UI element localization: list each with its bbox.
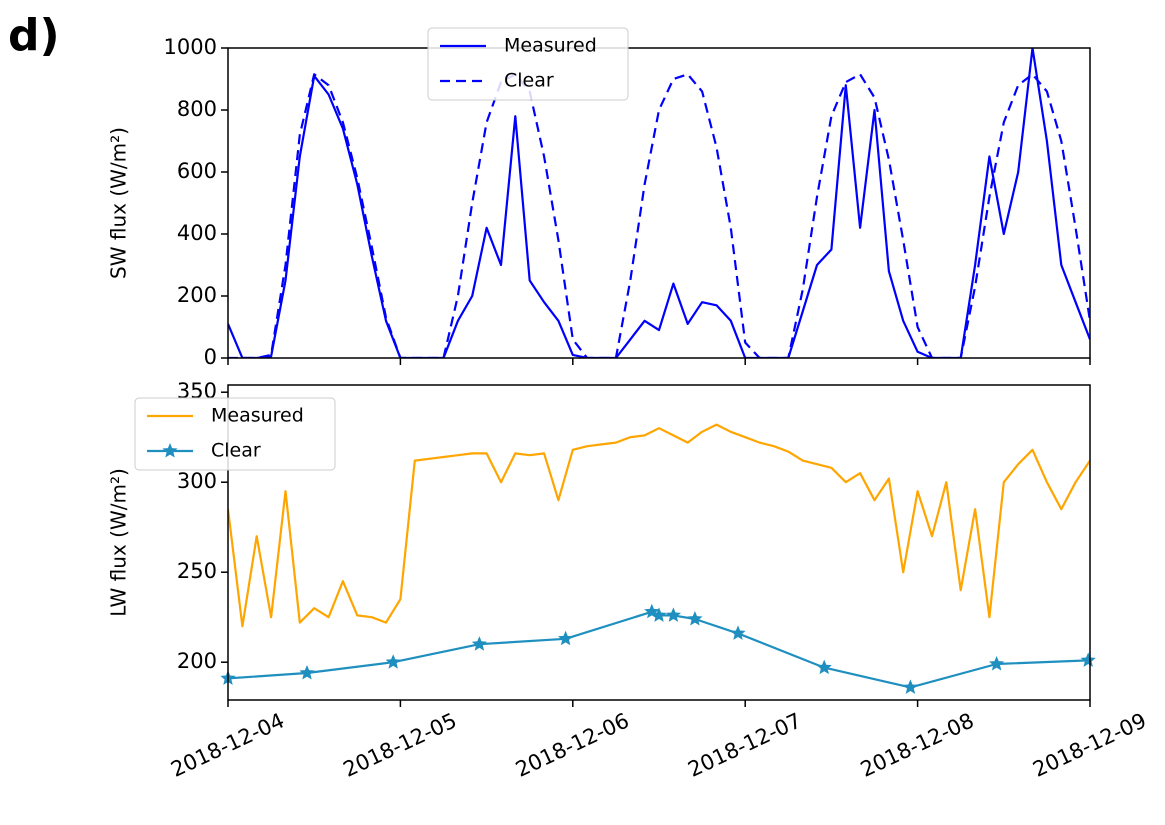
series-line bbox=[228, 48, 1090, 358]
panel-label: d) bbox=[8, 10, 60, 61]
legend-label: Measured bbox=[504, 35, 597, 57]
marker bbox=[730, 625, 746, 640]
marker bbox=[1080, 652, 1096, 667]
y-tick-label: 200 bbox=[177, 283, 217, 307]
y-tick-label: 1000 bbox=[164, 35, 217, 59]
marker bbox=[687, 611, 703, 626]
y-tick-label: 0 bbox=[204, 345, 217, 369]
marker bbox=[471, 636, 487, 651]
axes-frame bbox=[227, 384, 1091, 701]
y-axis-label: SW flux (W/m²) bbox=[107, 127, 131, 279]
marker bbox=[651, 607, 667, 622]
legend-label: Measured bbox=[211, 405, 304, 427]
y-tick-label: 400 bbox=[177, 221, 217, 245]
axes-frame bbox=[227, 47, 1091, 359]
y-tick-label: 800 bbox=[177, 97, 217, 121]
plot-area bbox=[228, 423, 1090, 689]
series-line bbox=[228, 610, 1089, 689]
legend-label: Clear bbox=[504, 70, 554, 92]
marker bbox=[816, 659, 832, 675]
marker bbox=[385, 654, 401, 669]
marker bbox=[558, 630, 574, 646]
series-line bbox=[228, 73, 1090, 358]
legend-marker bbox=[162, 443, 178, 458]
y-tick-label: 300 bbox=[177, 469, 217, 493]
plot-area bbox=[228, 48, 1090, 358]
y-tick-label: 200 bbox=[177, 649, 217, 673]
marker bbox=[902, 679, 918, 694]
series-line bbox=[228, 423, 1090, 628]
y-tick-label: 600 bbox=[177, 159, 217, 183]
marker bbox=[665, 607, 681, 622]
legend-label: Clear bbox=[211, 440, 261, 462]
y-axis-label: LW flux (W/m²) bbox=[107, 468, 131, 617]
marker bbox=[299, 665, 315, 680]
marker bbox=[989, 656, 1005, 671]
y-tick-label: 250 bbox=[177, 559, 217, 583]
